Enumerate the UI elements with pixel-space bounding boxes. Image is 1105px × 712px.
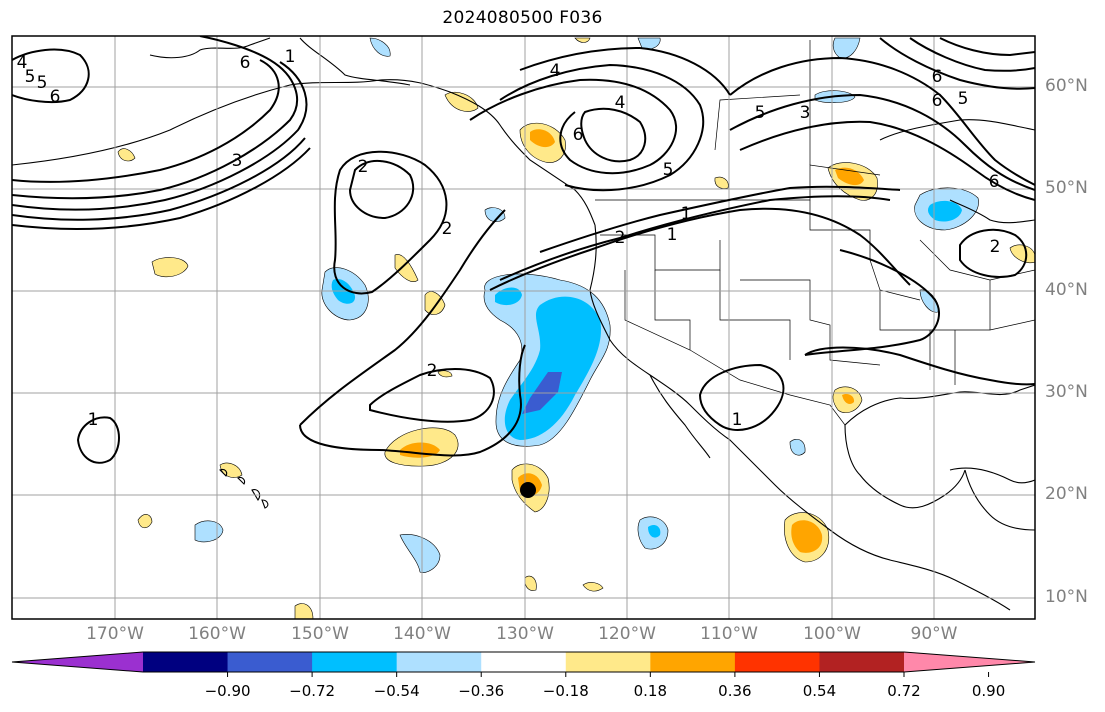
contour-label: 2 xyxy=(427,361,438,381)
contour-label: 4 xyxy=(17,53,28,73)
longitude-label: 90°W xyxy=(910,624,958,644)
contour-label: 4 xyxy=(550,61,561,81)
storm-center-marker xyxy=(520,482,536,498)
contour-label: 5 xyxy=(755,103,766,123)
longitude-label: 170°W xyxy=(86,624,144,644)
colorbar-tick-label: 0.18 xyxy=(633,682,668,700)
longitude-label: 140°W xyxy=(393,624,451,644)
longitude-label: 120°W xyxy=(598,624,656,644)
longitude-label: 160°W xyxy=(188,624,246,644)
contour-label: 5 xyxy=(25,67,36,87)
latitude-label: 60°N xyxy=(1045,76,1088,96)
contour-label: 2 xyxy=(615,228,626,248)
colorbar-segment xyxy=(481,652,567,672)
coastlines xyxy=(12,37,1035,611)
colorbar-tick-label: 0.90 xyxy=(971,682,1006,700)
colorbar-segment xyxy=(143,652,229,672)
colorbar-extend-low xyxy=(12,652,143,672)
colorbar-tick-label: 0.54 xyxy=(802,682,837,700)
contour-label: 6 xyxy=(50,87,61,107)
latitude-label: 20°N xyxy=(1045,484,1088,504)
contour-label: 1 xyxy=(732,410,743,430)
contour-label: 5 xyxy=(37,73,48,93)
contour-label: 6 xyxy=(240,53,251,73)
colorbar-tick-label: −0.54 xyxy=(373,682,420,700)
contour-label: 3 xyxy=(232,151,243,171)
latitude-label: 10°N xyxy=(1045,587,1088,607)
contour-label: 1 xyxy=(88,410,99,430)
colorbar-segment xyxy=(819,652,905,672)
contour-label: 6 xyxy=(932,67,943,87)
negative-anomaly-core xyxy=(927,200,962,222)
political-borders xyxy=(595,40,1035,426)
contour-label: 6 xyxy=(932,91,943,111)
contour-label: 5 xyxy=(663,160,674,180)
contour-label: 2 xyxy=(442,219,453,239)
colorbar-segment xyxy=(396,652,482,672)
colorbar-tick-label: −0.72 xyxy=(289,682,336,700)
contour-lines xyxy=(12,36,1035,464)
colorbar-segment xyxy=(227,652,313,672)
colorbar-outline xyxy=(11,651,1036,673)
contour-label: 2 xyxy=(358,157,369,177)
contour-label: 4 xyxy=(615,93,626,113)
colorbar-segment xyxy=(565,652,651,672)
anomaly-shading xyxy=(117,37,1035,619)
contour-label: 1 xyxy=(285,47,296,67)
latitude-label: 30°N xyxy=(1045,382,1088,402)
latitude-label: 50°N xyxy=(1045,178,1088,198)
contour-label: 5 xyxy=(958,89,969,109)
contour-label: 6 xyxy=(989,172,1000,192)
contour-label: 2 xyxy=(990,237,1001,257)
longitude-label: 100°W xyxy=(803,624,861,644)
colorbar-tick-label: −0.18 xyxy=(542,682,589,700)
plot-title: 2024080500 F036 xyxy=(442,8,603,28)
map-frame xyxy=(11,35,1036,620)
colorbar xyxy=(11,651,1036,677)
colorbar-tick-label: −0.36 xyxy=(458,682,505,700)
longitude-label: 110°W xyxy=(700,624,758,644)
colorbar-segment xyxy=(734,652,820,672)
grid-lines xyxy=(12,36,1035,619)
colorbar-tick-label: 0.36 xyxy=(718,682,752,700)
contour-label: 1 xyxy=(681,204,692,224)
latitude-label: 40°N xyxy=(1045,280,1088,300)
longitude-label: 130°W xyxy=(496,624,554,644)
contour-label: 6 xyxy=(573,125,584,145)
contour-label: 1 xyxy=(667,225,678,245)
longitude-label: 150°W xyxy=(291,624,349,644)
colorbar-tick-label: −0.90 xyxy=(204,682,251,700)
colorbar-tick-label: 0.72 xyxy=(887,682,921,700)
colorbar-extend-high xyxy=(904,652,1035,672)
positive-anomaly-core xyxy=(791,520,823,553)
contour-label: 3 xyxy=(800,103,811,123)
colorbar-segment xyxy=(312,652,398,672)
colorbar-segment xyxy=(650,652,736,672)
